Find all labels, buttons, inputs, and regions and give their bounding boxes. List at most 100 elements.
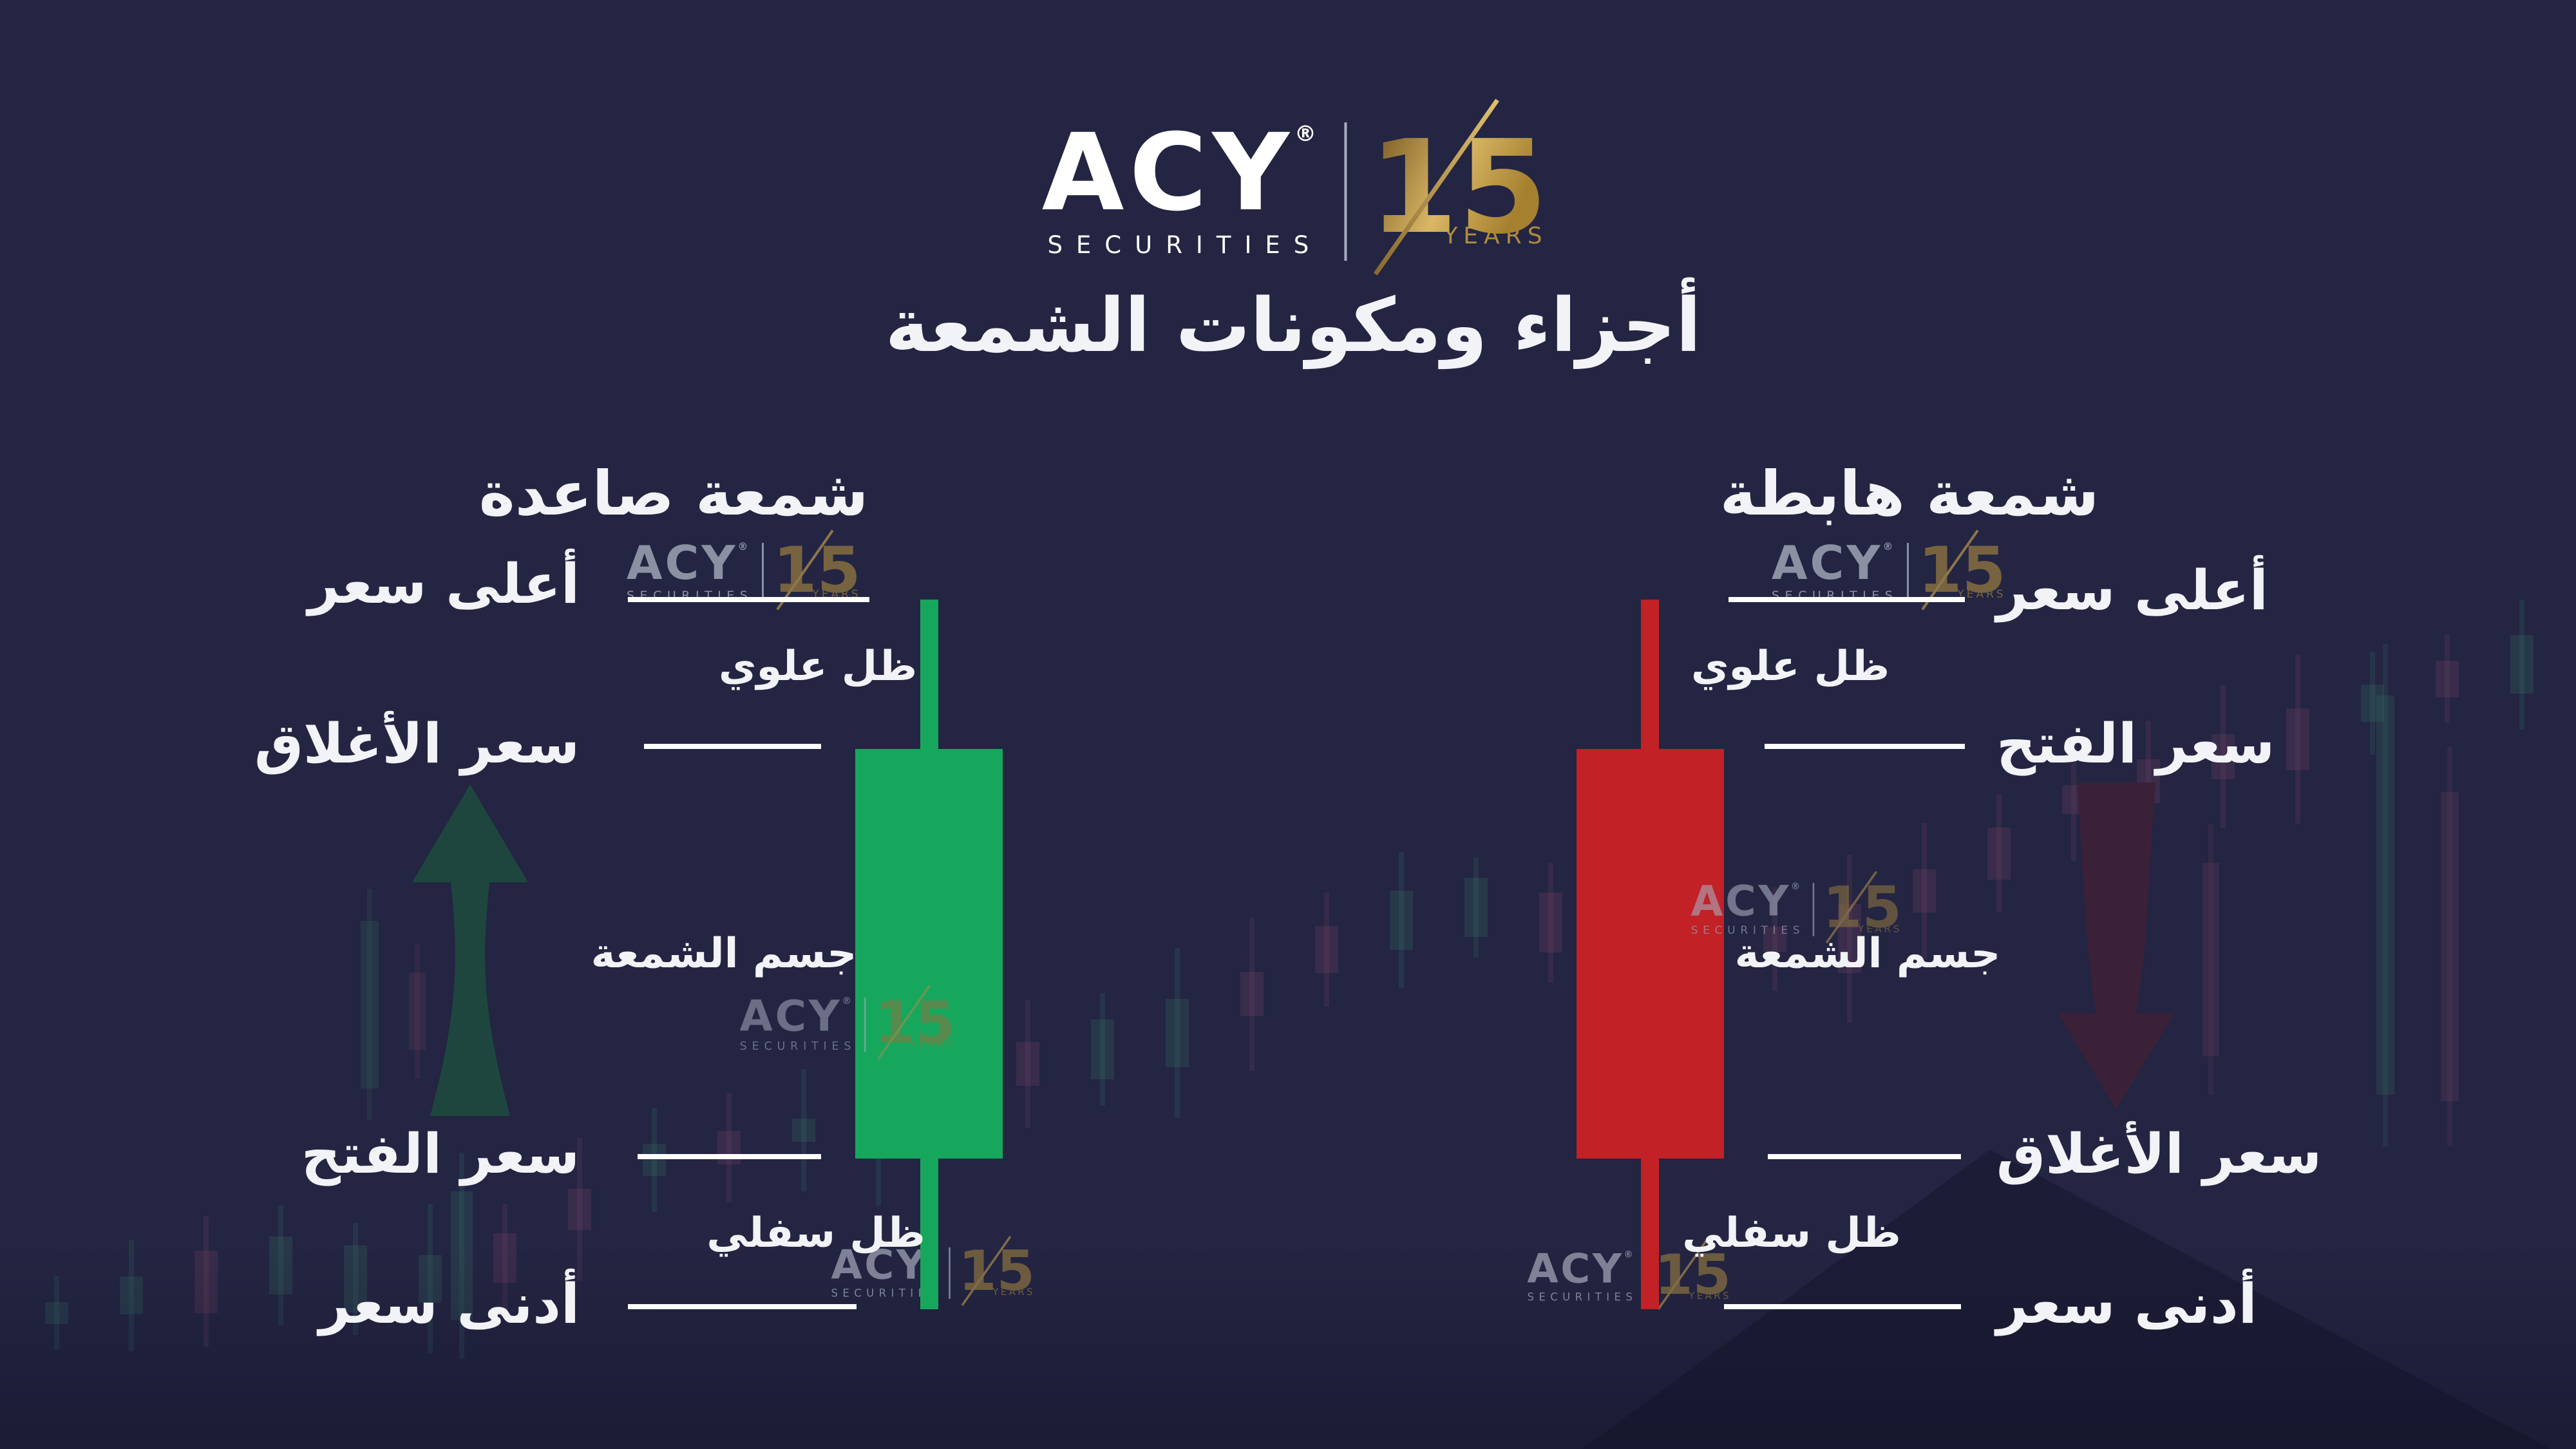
acy-watermark-row: ACY® SECURITIES 15 YEARS [737, 985, 955, 1059]
decor-candle-body [269, 1236, 292, 1295]
bullish-high-label: أعلى سعر [308, 553, 580, 616]
acy-watermark-row: ACY® SECURITIES 15 YEARS [1689, 871, 1902, 943]
decor-candle-wick [1399, 852, 1404, 989]
acy-logo-securities: SECURITIES [1047, 231, 1323, 259]
decor-candle-body [120, 1276, 143, 1315]
decor-candle-wick [2445, 634, 2450, 724]
registered-mark: ® [1790, 880, 1803, 892]
decor-candle-wick [1548, 862, 1553, 983]
acy-watermark-left: ACY® SECURITIES [1769, 540, 1898, 603]
decor-candle-body [1464, 878, 1488, 937]
acy-watermark: ACY® SECURITIES 15 YEARS [737, 985, 955, 1059]
decor-candle-body [568, 1188, 591, 1230]
registered-mark: ® [1294, 121, 1321, 147]
acy-watermark-row: ACY® SECURITIES 15 YEARS [1769, 529, 2006, 611]
anniversary-15: 15 [1368, 99, 1548, 276]
decor-candle-wick [577, 1137, 582, 1281]
acy-watermark-name: ACY [626, 536, 738, 590]
logo-divider [949, 1247, 951, 1299]
decor-candle-wick [54, 1276, 59, 1350]
decor-candle-body [1913, 869, 1936, 913]
acy-watermark-name: ACY [1690, 876, 1791, 925]
decor-candle-body [1315, 925, 1338, 974]
decor-candle-body [409, 972, 426, 1050]
decor-candle-body [1091, 1019, 1114, 1079]
decor-candle-body [493, 1233, 516, 1283]
acy-watermark-name: ACY [1771, 536, 1883, 590]
decor-candle-body [2286, 708, 2309, 770]
decor-candle-body [1539, 893, 1562, 953]
registered-mark: ® [1882, 540, 1896, 553]
bearish-upper-shadow-label: ظل علوي [1690, 643, 1890, 690]
decor-candle-body [1390, 891, 1413, 951]
decor-candle-wick [502, 1204, 507, 1312]
acy-logo-wordmark: ACY® [1042, 120, 1321, 226]
decor-candle-body [194, 1250, 218, 1313]
acy-logo-right: 15 YEARS [1368, 99, 1548, 276]
acy-watermark: ACY® SECURITIES 15 YEARS [829, 1235, 1035, 1306]
decor-candle-wick [1025, 1000, 1030, 1128]
bearish-body-label: جسم الشمعة [1734, 930, 2001, 978]
decor-candle-body [2211, 734, 2235, 780]
decor-candle-wick [459, 1153, 464, 1359]
acy-watermark-left: ACY® SECURITIES [737, 994, 857, 1053]
decor-candle-wick [1175, 947, 1180, 1119]
bottom-shade [0, 1243, 2576, 1449]
decor-candle-wick [204, 1216, 209, 1347]
bullish-open-label: سعر الفتح [301, 1122, 580, 1186]
decor-candle-wick [353, 1223, 358, 1336]
decor-candle-wick [1996, 794, 2002, 913]
bullish-upper-shadow-label: ظل علوي [718, 643, 918, 690]
acy-watermark-left: ACY® SECURITIES [1689, 880, 1804, 936]
logo-divider [762, 542, 764, 602]
decor-candle-body [2510, 635, 2533, 694]
acy-watermark-row: ACY® SECURITIES 15 YEARS [829, 1235, 1035, 1306]
decor-candle-wick [1473, 857, 1479, 958]
acy-watermark-name: ACY [1527, 1245, 1624, 1293]
bullish-up-arrow-icon [412, 784, 528, 1116]
decor-candle-wick [2221, 685, 2226, 828]
decor-candle-wick [1847, 855, 1852, 1023]
decor-candle-body [451, 1191, 473, 1320]
decor-candle-wick [2519, 600, 2524, 730]
bullish-lower-shadow-label: ظل سفلي [706, 1209, 925, 1257]
acy-logo-name: ACY [1041, 111, 1294, 235]
acy-watermark-right: 15 YEARS [1654, 1239, 1731, 1310]
logo-divider [864, 997, 866, 1052]
acy-watermark-right: 15 YEARS [773, 529, 861, 611]
decor-candle-body [361, 921, 379, 1088]
anniversary-15: 15 [773, 529, 861, 611]
bullish-close-label: سعر الأغلاق [254, 712, 580, 776]
bullish-high-line [628, 597, 869, 602]
logo-divider [1344, 122, 1347, 261]
anniversary-15: 15 [1823, 871, 1902, 943]
bullish-body-label: جسم الشمعة [591, 930, 857, 978]
decor-candle-body [344, 1245, 367, 1313]
anniversary-15: 15 [1654, 1239, 1731, 1310]
registered-mark: ® [1624, 1249, 1635, 1260]
bearish-open-label: سعر الفتح [1996, 712, 2275, 776]
decor-candle-wick [2370, 652, 2375, 755]
acy-watermark-right: 15 YEARS [958, 1235, 1035, 1306]
acy-watermark-wordmark: ACY® [1527, 1249, 1635, 1289]
decor-candle-wick [801, 1068, 806, 1191]
bearish-lower-shadow-label: ظل سفلي [1682, 1209, 1901, 1257]
decor-candle-wick [2146, 720, 2151, 842]
acy-watermark-name: ACY [739, 990, 842, 1041]
anniversary-years: YEARS [992, 1286, 1035, 1298]
decor-candle-wick [367, 889, 372, 1121]
decor-candle-body [2202, 863, 2219, 1056]
decor-candle-body [419, 1255, 442, 1303]
bearish-close-line [1768, 1154, 1961, 1159]
page-title: أجزاء ومكونات الشمعة [885, 283, 1701, 369]
decor-candle-wick [2295, 654, 2300, 824]
anniversary-years: YEARS [1957, 588, 2006, 601]
bullish-close-line [644, 744, 821, 749]
decor-candle-body [1838, 904, 1861, 974]
acy-watermark-securities: SECURITIES [739, 1039, 857, 1053]
anniversary-years: YEARS [1443, 223, 1548, 249]
acy-watermark-left: ACY® SECURITIES [829, 1245, 941, 1300]
decor-candle-wick [1922, 823, 1927, 960]
anniversary-years: YEARS [1689, 1290, 1731, 1302]
decor-candle-body [45, 1302, 68, 1324]
